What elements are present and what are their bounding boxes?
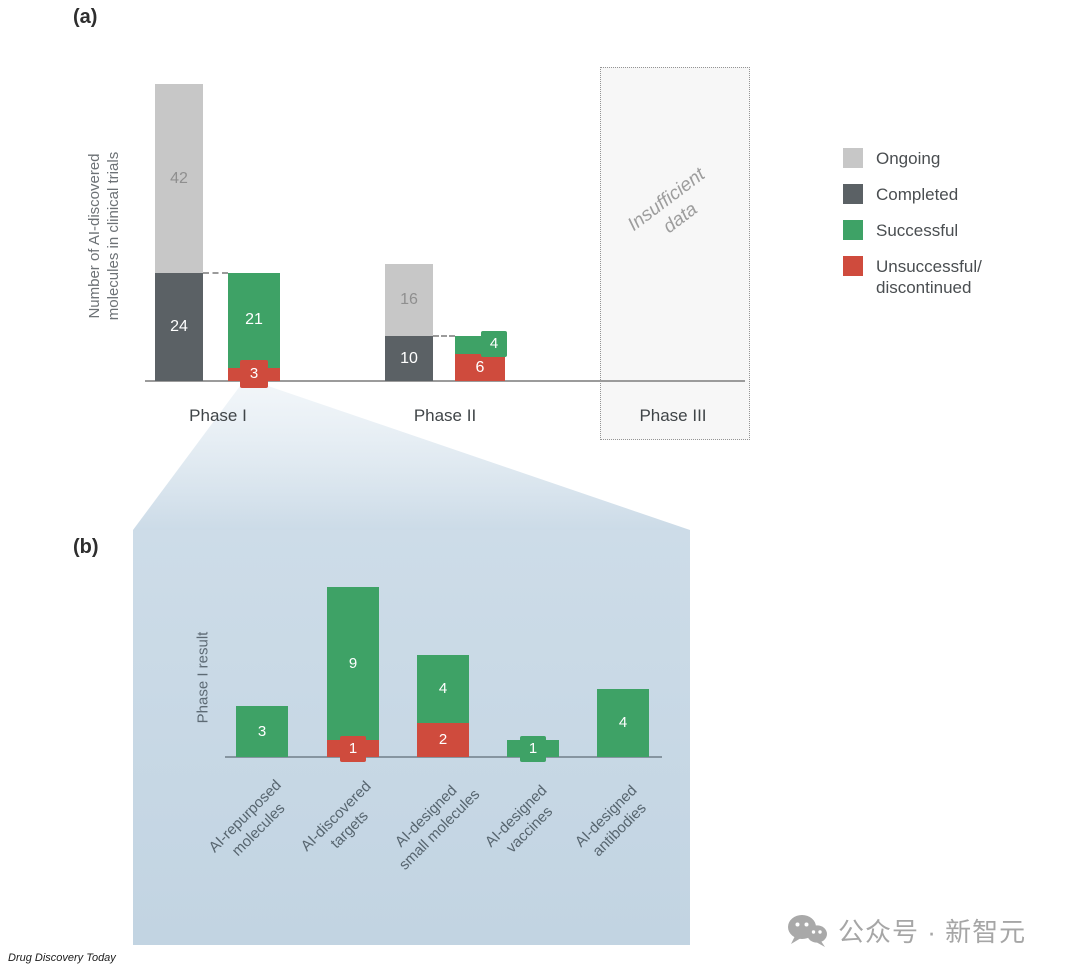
bar-value-chip: 4: [481, 331, 507, 357]
x-tick-phase-1: Phase I: [189, 406, 247, 425]
bar-value-label: 21: [245, 311, 263, 329]
x-tick-phase-3: Phase III: [639, 406, 707, 425]
legend: Ongoing Completed Successful Unsuccessfu…: [843, 148, 982, 298]
panel-b-label: (b): [73, 536, 99, 558]
legend-item-ongoing: Ongoing: [843, 148, 982, 169]
bar-value-label: 3: [257, 722, 267, 740]
bar-segment: [228, 273, 280, 368]
legend-swatch-unsuccessful: [843, 256, 863, 276]
panel-a-label: (a): [73, 6, 98, 28]
bar-value-label: 24: [170, 318, 188, 335]
legend-swatch-successful: [843, 220, 863, 240]
watermark-text: 公众号 · 新智元: [838, 917, 1027, 947]
panel-b-x-axis: [225, 756, 662, 758]
bar-segment: [455, 354, 505, 381]
bar-segment: [236, 706, 288, 757]
legend-label-unsuccessful-line1: Unsuccessful/: [876, 257, 982, 276]
watermark: 公众号 · 新智元: [786, 912, 1026, 949]
bar-value-label: 4: [618, 714, 628, 731]
bar-segment: [385, 264, 433, 336]
bar-value-label: 42: [170, 169, 188, 187]
bar-segment: [155, 84, 203, 273]
legend-swatch-completed: [843, 184, 863, 204]
bar-value-chip: 1: [520, 735, 546, 762]
bar-value-label: 10: [400, 349, 418, 367]
source-citation: Drug Discovery Today: [8, 952, 116, 964]
bar-value-chip: 1: [340, 735, 366, 762]
bar-segment: [417, 723, 469, 757]
connector-dashed-line: [433, 335, 455, 337]
bar-value-label: 4: [438, 680, 448, 697]
legend-swatch-ongoing: [843, 148, 863, 168]
bar-segment: [385, 336, 433, 381]
bar-segment: [417, 655, 469, 723]
panel-b-y-axis-label: Phase I result: [194, 631, 212, 724]
bar-value-label: 2: [438, 731, 448, 748]
legend-label-unsuccessful: Unsuccessful/ discontinued: [876, 256, 982, 298]
bar-value-chip: 3: [240, 360, 268, 389]
panel-a-y-axis-label: Number of AI-discovered molecules in cli…: [86, 151, 122, 321]
legend-label-ongoing: Ongoing: [876, 149, 941, 168]
bar-value-label: 16: [400, 291, 418, 308]
zoom-funnel: [133, 386, 690, 530]
panel-a-x-axis: [145, 380, 745, 382]
legend-item-completed: Completed: [843, 184, 982, 205]
legend-label-unsuccessful-line2: discontinued: [876, 278, 972, 297]
connector-dashed-line: [203, 272, 228, 274]
x-tick-phase-2: Phase II: [413, 406, 477, 425]
legend-label-successful: Successful: [876, 221, 959, 240]
legend-item-unsuccessful: Unsuccessful/ discontinued: [843, 256, 982, 298]
bar-value-label: 6: [475, 358, 485, 376]
bar-segment: [597, 689, 649, 757]
wechat-icon: [788, 914, 827, 947]
phase-3-insufficient-data-box: [600, 67, 750, 440]
legend-item-successful: Successful: [843, 220, 982, 241]
bar-segment: [155, 273, 203, 381]
bar-value-label: 9: [348, 654, 358, 672]
legend-label-completed: Completed: [876, 185, 959, 204]
bar-segment: [327, 587, 379, 740]
